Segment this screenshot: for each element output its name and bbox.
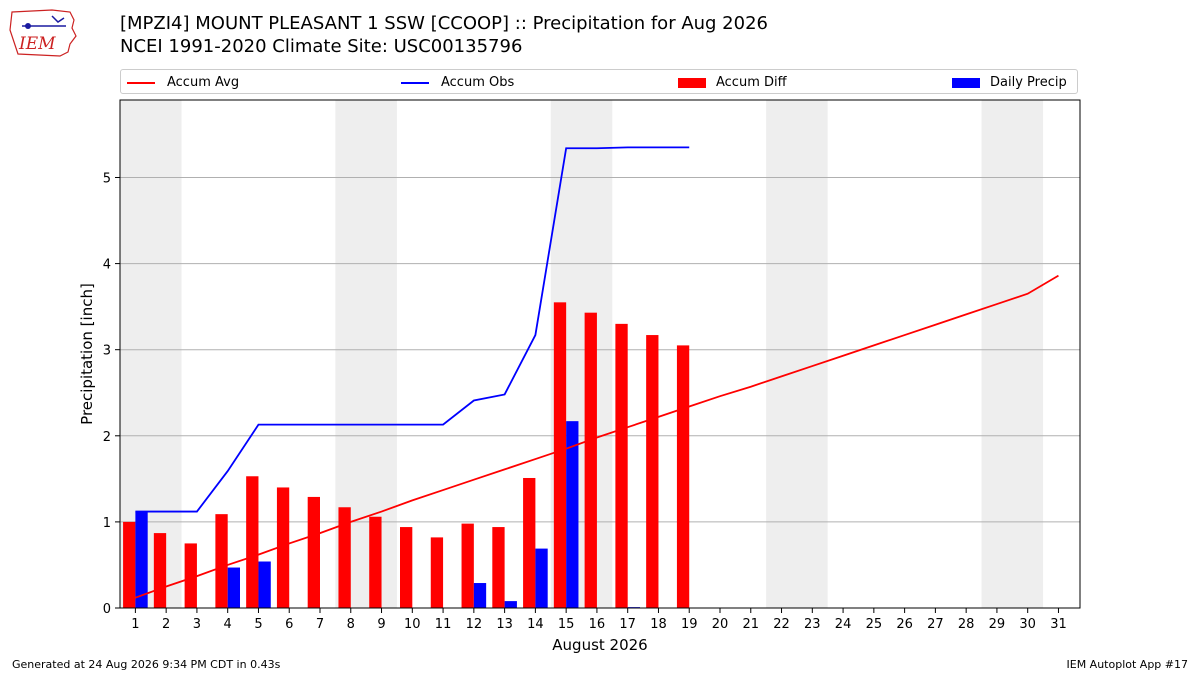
legend-accum-diff: Accum Diff <box>678 70 787 95</box>
x-tick-label: 18 <box>650 617 667 632</box>
logo-text: IEM <box>18 34 56 54</box>
generated-footer: Generated at 24 Aug 2026 9:34 PM CDT in … <box>12 658 281 671</box>
daily-precip-bar <box>135 511 148 608</box>
daily-precip-bar <box>504 601 517 608</box>
x-tick-label: 31 <box>1050 617 1067 632</box>
x-tick-label: 6 <box>285 617 293 632</box>
accum-diff-bar <box>461 523 474 608</box>
daily-precip-bar <box>258 561 271 608</box>
x-axis-label: August 2026 <box>552 636 647 654</box>
legend-accum-obs: Accum Obs <box>401 70 514 95</box>
y-tick-label: 3 <box>103 344 111 359</box>
x-tick-label: 19 <box>681 617 698 632</box>
accum-diff-bar <box>369 516 382 608</box>
x-tick-label: 26 <box>896 617 913 632</box>
accum-avg-line <box>135 274 1059 599</box>
x-tick-label: 27 <box>927 617 944 632</box>
legend-box-swatch <box>678 77 706 88</box>
x-tick-label: 29 <box>989 617 1006 632</box>
x-tick-label: 20 <box>712 617 729 632</box>
accum-diff-bar <box>492 527 505 608</box>
x-tick-label: 1 <box>131 617 139 632</box>
x-tick-label: 2 <box>162 617 170 632</box>
accum-diff-bar <box>615 323 628 608</box>
legend-label: Daily Precip <box>990 75 1067 90</box>
y-tick-label: 0 <box>103 602 111 617</box>
app-footer: IEM Autoplot App #17 <box>1066 658 1189 671</box>
legend-line-swatch <box>127 81 155 84</box>
accum-diff-bar <box>553 302 567 608</box>
accum-diff-bar <box>153 533 167 608</box>
x-tick-label: 21 <box>742 617 759 632</box>
x-axis-ticks: 1 2 3 4 5 6 7 8 9 10 11 12 13 14 15 16 17 18 19 20 21 22 23 24 2… <box>131 608 1067 632</box>
weekend-shading <box>120 100 1044 608</box>
accum-diff-bar <box>246 476 259 608</box>
weekend-band <box>981 100 1044 608</box>
chart-legend: Accum Avg Accum Obs Accum Diff Daily Pre… <box>120 69 1078 94</box>
y-axis-ticks: 0 1 2 3 4 5 <box>103 171 120 617</box>
accum-diff-bar <box>338 507 351 608</box>
y-tick-label: 4 <box>103 258 111 273</box>
x-tick-label: 11 <box>435 617 452 632</box>
accum-diff-bar <box>646 335 659 608</box>
x-tick-label: 25 <box>866 617 883 632</box>
x-tick-label: 13 <box>496 617 513 632</box>
legend-label: Accum Diff <box>716 75 787 90</box>
y-axis-label: Precipitation [inch] <box>78 283 96 425</box>
x-tick-label: 23 <box>804 617 821 632</box>
daily-precip-bar <box>227 567 240 608</box>
x-tick-label: 24 <box>835 617 852 632</box>
iem-logo: IEM <box>9 9 77 57</box>
y-tick-label: 1 <box>103 516 111 531</box>
x-tick-label: 17 <box>619 617 636 632</box>
x-tick-label: 10 <box>404 617 421 632</box>
accum-obs-line <box>135 146 690 513</box>
y-tick-label: 2 <box>103 430 111 445</box>
daily-precip-bar <box>535 548 548 608</box>
accum-diff-bar <box>400 527 413 608</box>
legend-box-swatch <box>952 77 980 88</box>
daily-precip-bar <box>566 421 579 608</box>
x-tick-label: 30 <box>1019 617 1036 632</box>
accum-diff-bar <box>523 477 536 608</box>
weekend-band <box>766 100 828 608</box>
x-tick-label: 15 <box>558 617 575 632</box>
x-tick-label: 22 <box>773 617 790 632</box>
x-tick-label: 12 <box>466 617 483 632</box>
daily-precip-bar <box>473 583 487 608</box>
plot-frame <box>119 99 1081 609</box>
legend-line-swatch <box>401 81 429 84</box>
accum-diff-bar <box>215 514 228 608</box>
x-tick-label: 14 <box>527 617 544 632</box>
x-tick-label: 3 <box>193 617 201 632</box>
x-tick-label: 7 <box>316 617 324 632</box>
legend-label: Accum Obs <box>441 75 515 90</box>
accum-diff-bar <box>430 537 444 608</box>
accum-diff-bar <box>123 521 136 608</box>
chart-title: [MPZI4] MOUNT PLEASANT 1 SSW [CCOOP] :: … <box>120 12 768 58</box>
legend-label: Accum Avg <box>167 75 240 90</box>
accum-diff-bar <box>676 345 690 608</box>
title-line-1: [MPZI4] MOUNT PLEASANT 1 SSW [CCOOP] :: … <box>120 13 768 34</box>
accum-diff-bar <box>276 487 290 608</box>
accum-diff-bar <box>307 496 320 608</box>
title-line-2: NCEI 1991-2020 Climate Site: USC00135796 <box>120 36 523 57</box>
accum-diff-bar <box>184 543 197 608</box>
x-tick-label: 5 <box>254 617 262 632</box>
x-tick-label: 8 <box>347 617 355 632</box>
x-tick-label: 4 <box>224 617 232 632</box>
x-tick-label: 16 <box>589 617 606 632</box>
legend-accum-avg: Accum Avg <box>127 70 239 95</box>
accum-diff-bar <box>584 312 597 608</box>
series-lines <box>135 146 1059 599</box>
legend-daily-precip: Daily Precip <box>952 70 1067 95</box>
y-tick-label: 5 <box>103 171 111 186</box>
x-tick-label: 9 <box>377 617 385 632</box>
x-tick-label: 28 <box>958 617 975 632</box>
